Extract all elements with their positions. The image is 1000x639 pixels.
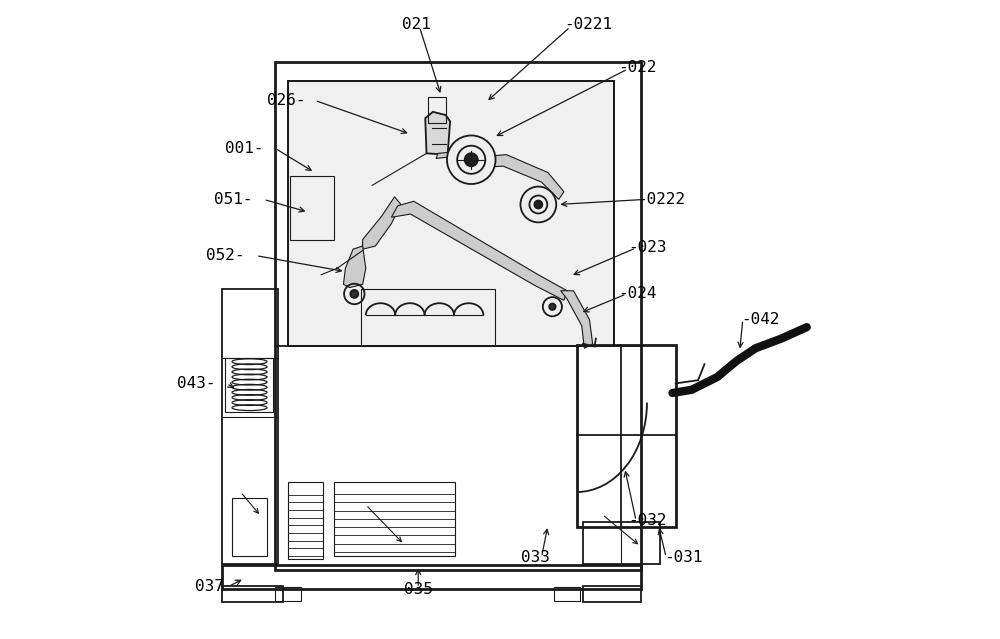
- Text: 051-: 051-: [214, 192, 253, 207]
- Text: -024: -024: [618, 286, 657, 302]
- Bar: [222, 565, 641, 589]
- Text: 033: 033: [521, 550, 550, 565]
- Polygon shape: [481, 155, 564, 199]
- Circle shape: [535, 201, 542, 208]
- Bar: [428, 97, 446, 123]
- Bar: [275, 62, 641, 570]
- Bar: [288, 81, 614, 346]
- Polygon shape: [363, 197, 401, 249]
- Text: 037: 037: [195, 579, 224, 594]
- Bar: [290, 176, 334, 240]
- Bar: [222, 586, 283, 602]
- Text: -031: -031: [664, 550, 703, 565]
- Text: 026-: 026-: [267, 93, 305, 108]
- Polygon shape: [391, 201, 567, 300]
- Circle shape: [350, 290, 358, 298]
- Text: -023: -023: [628, 240, 666, 256]
- Polygon shape: [343, 246, 366, 288]
- Bar: [222, 289, 278, 564]
- Bar: [232, 498, 267, 556]
- Text: 035: 035: [404, 581, 433, 597]
- Text: 052-: 052-: [206, 248, 244, 263]
- Text: -0222: -0222: [637, 192, 686, 207]
- Bar: [288, 482, 323, 559]
- Bar: [275, 587, 301, 601]
- Text: 021: 021: [402, 17, 431, 32]
- Text: -0221: -0221: [564, 17, 612, 32]
- Polygon shape: [561, 291, 593, 348]
- Bar: [554, 587, 580, 601]
- Text: 001-: 001-: [225, 141, 264, 156]
- Circle shape: [549, 304, 556, 310]
- Circle shape: [520, 187, 556, 222]
- Bar: [225, 358, 273, 412]
- Bar: [361, 289, 495, 346]
- Polygon shape: [425, 112, 450, 155]
- Text: -032: -032: [628, 513, 666, 528]
- Text: 043-: 043-: [177, 376, 216, 391]
- Text: -022: -022: [618, 59, 657, 75]
- Bar: [334, 482, 455, 556]
- Text: -042: -042: [742, 312, 780, 327]
- Bar: [583, 522, 660, 564]
- Bar: [577, 345, 676, 527]
- Circle shape: [447, 135, 496, 184]
- Bar: [583, 586, 641, 602]
- Bar: [288, 81, 614, 346]
- Circle shape: [465, 153, 478, 166]
- Polygon shape: [436, 152, 478, 167]
